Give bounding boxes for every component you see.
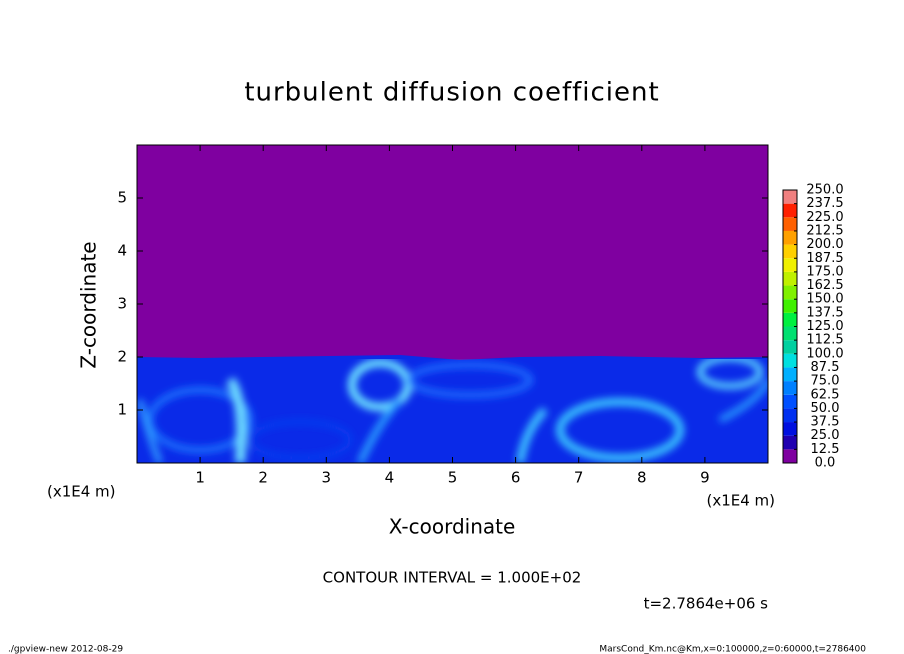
x-axis-label: X-coordinate xyxy=(389,515,516,539)
time-label: t=2.7864e+06 s xyxy=(644,595,769,613)
colorbar-band xyxy=(783,258,797,272)
colorbar-label: 100.0 xyxy=(806,346,843,361)
contour-interval: CONTOUR INTERVAL = 1.000E+02 xyxy=(323,569,582,587)
colorbar-band xyxy=(783,230,797,245)
colorbar-label: 37.5 xyxy=(811,415,840,430)
colorbar-band xyxy=(783,394,797,409)
colorbar-band xyxy=(783,244,797,259)
y-tick-label: 1 xyxy=(117,401,127,419)
x-unit-right: (x1E4 m) xyxy=(706,492,775,510)
colorbar-band xyxy=(783,271,797,286)
colorbar-band xyxy=(783,285,797,300)
footer-right: MarsCond_Km.nc@Km,x=0:100000,z=0:60000,t… xyxy=(599,645,866,654)
colorbar-label: 200.0 xyxy=(806,237,843,252)
colorbar-label: 162.5 xyxy=(806,278,843,293)
colorbar-label: 187.5 xyxy=(806,251,843,266)
eddies xyxy=(137,359,768,463)
colorbar-label: 150.0 xyxy=(806,292,843,307)
x-tick-label: 1 xyxy=(195,469,205,487)
y-axis-label: Z-coordinate xyxy=(77,241,101,368)
colorbar-band xyxy=(783,312,797,327)
x-unit-left: (x1E4 m) xyxy=(47,483,116,501)
colorbar-band xyxy=(783,217,797,231)
x-tick-label: 3 xyxy=(322,469,332,487)
colorbar-label: 75.0 xyxy=(811,374,840,389)
y-tick-label: 5 xyxy=(117,189,127,207)
x-tick-label: 2 xyxy=(258,469,268,487)
colorbar-band xyxy=(783,381,797,395)
colorbar-label: 212.5 xyxy=(806,223,843,238)
colorbar-band xyxy=(783,340,797,354)
colorbar-band xyxy=(783,367,797,382)
x-tick-label: 5 xyxy=(448,469,458,487)
colorbar-label: 225.0 xyxy=(806,210,843,225)
colorbar-label: 175.0 xyxy=(806,264,843,279)
y-tick-label: 4 xyxy=(117,242,127,260)
lower-field xyxy=(137,355,768,463)
colorbar-label: 50.0 xyxy=(811,401,840,416)
field xyxy=(136,144,769,464)
colorbar-band xyxy=(783,449,797,463)
colorbar-label: 125.0 xyxy=(806,319,843,334)
x-tick-label: 4 xyxy=(385,469,395,487)
colorbar-label: 112.5 xyxy=(806,333,843,348)
y-tick-label: 2 xyxy=(117,348,127,366)
x-tick-label: 7 xyxy=(574,469,584,487)
footer-left: ./gpview-new 2012-08-29 xyxy=(8,645,123,654)
colorbar-band xyxy=(783,435,797,450)
colorbar-band xyxy=(783,353,797,368)
x-tick-label: 6 xyxy=(511,469,521,487)
colorbar-label: 25.0 xyxy=(811,428,840,443)
x-tick-label: 9 xyxy=(700,469,710,487)
chart-title: turbulent diffusion coefficient xyxy=(244,78,659,108)
colorbar-band xyxy=(783,203,797,218)
colorbar-label: 87.5 xyxy=(811,360,840,375)
colorbar-band xyxy=(783,326,797,341)
colorbar-band xyxy=(783,408,797,423)
colorbar-label: 137.5 xyxy=(806,305,843,320)
colorbar-band xyxy=(783,299,797,313)
colorbar-band xyxy=(783,190,797,204)
x-tick-label: 8 xyxy=(637,469,647,487)
colorbar-label: 0.0 xyxy=(815,456,836,471)
y-tick-label: 3 xyxy=(117,295,127,313)
colorbar-band xyxy=(783,422,797,436)
colorbar-label: 237.5 xyxy=(806,196,843,211)
colorbar-label: 62.5 xyxy=(811,387,840,402)
colorbar-label: 12.5 xyxy=(811,442,840,457)
colorbar-label: 250.0 xyxy=(806,183,843,198)
